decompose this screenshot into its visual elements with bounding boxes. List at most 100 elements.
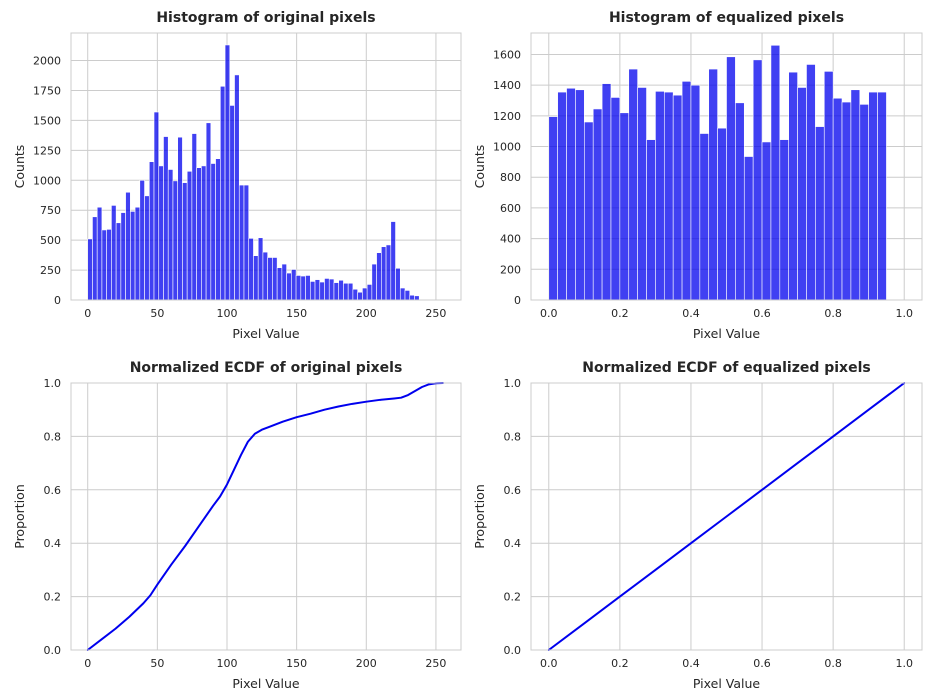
- histogram-bar: [362, 287, 368, 301]
- histogram-bar: [672, 94, 683, 301]
- panel-title: Histogram of original pixels: [156, 10, 375, 26]
- ecdf-line: [86, 382, 444, 651]
- histogram-bar: [338, 279, 344, 301]
- histogram-bar: [343, 282, 349, 301]
- histogram-bar: [399, 287, 406, 301]
- histogram-bar: [205, 122, 212, 301]
- histogram-bar: [300, 275, 306, 301]
- histogram-bar: [788, 71, 798, 301]
- histogram-bar: [215, 158, 221, 301]
- y-tick-label: 1250: [33, 144, 61, 157]
- x-tick-label: 150: [286, 657, 307, 670]
- histogram-bar: [655, 91, 665, 301]
- histogram-bar: [96, 206, 103, 301]
- histogram-bar: [286, 272, 292, 301]
- y-tick-label: 1600: [493, 48, 521, 61]
- histogram-bar: [291, 269, 297, 301]
- x-tick-label: 0: [84, 307, 91, 320]
- histogram-bar: [186, 170, 193, 301]
- histogram-bar: [575, 89, 585, 301]
- histogram-bar: [823, 71, 834, 301]
- histogram-bar: [637, 87, 647, 301]
- histogram-bar: [210, 163, 216, 301]
- x-tick-label: 250: [425, 657, 446, 670]
- histogram-bar: [272, 257, 278, 301]
- panel-title: Normalized ECDF of equalized pixels: [582, 360, 870, 376]
- y-tick-label: 1500: [33, 114, 61, 127]
- x-axis-label: Pixel Value: [693, 676, 761, 691]
- y-tick-label: 1750: [33, 84, 61, 97]
- histogram-bar: [262, 251, 268, 301]
- panel-title: Histogram of equalized pixels: [609, 10, 844, 26]
- y-tick-label: 1000: [493, 141, 521, 154]
- histogram-bar: [163, 136, 169, 301]
- histogram-bar: [726, 56, 736, 301]
- histogram-bar: [717, 127, 727, 301]
- histogram-bar: [770, 44, 781, 301]
- histogram-bar: [735, 102, 745, 301]
- histogram-bar: [381, 246, 387, 301]
- y-axis-label: Proportion: [12, 484, 27, 549]
- histogram-bar: [366, 284, 373, 301]
- x-tick-label: 50: [150, 657, 164, 670]
- y-tick-label: 0: [514, 294, 521, 307]
- histogram-bar: [409, 294, 415, 301]
- x-tick-label: 0.8: [824, 657, 842, 670]
- x-axis-label: Pixel Value: [232, 326, 300, 341]
- histogram-bar: [267, 257, 273, 301]
- x-tick-label: 0.6: [753, 307, 771, 320]
- y-tick-label: 200: [500, 263, 521, 276]
- gridlines: [71, 33, 461, 301]
- y-tick-label: 1000: [33, 174, 61, 187]
- y-tick-label: 0.6: [504, 484, 522, 497]
- y-tick-label: 1400: [493, 79, 521, 92]
- histogram-bar: [148, 161, 155, 301]
- histogram-bar: [111, 205, 117, 301]
- histogram-bar: [248, 238, 254, 301]
- histogram-bar: [859, 104, 869, 301]
- panel-ecdf-original: Normalized ECDF of original pixels Pixel…: [12, 360, 462, 691]
- histogram-bar: [182, 182, 188, 301]
- histogram-bar: [319, 281, 325, 301]
- y-tick-label: 600: [500, 202, 521, 215]
- histogram-bar: [115, 222, 122, 301]
- histogram-bar: [376, 252, 382, 301]
- y-tick-label: 0.2: [504, 591, 522, 604]
- histogram-bar: [371, 263, 377, 301]
- histogram-bar: [191, 133, 197, 301]
- y-tick-label: 0: [54, 294, 61, 307]
- y-axis-label: Counts: [472, 145, 487, 189]
- x-axis-label: Pixel Value: [232, 676, 300, 691]
- plot-frame: [70, 382, 462, 651]
- histogram-bar: [566, 87, 576, 301]
- x-tick-label: 50: [150, 307, 164, 320]
- plot-frame: [530, 32, 923, 301]
- bars: [548, 44, 887, 301]
- histogram-bar: [276, 267, 283, 301]
- histogram-bar: [385, 244, 392, 301]
- histogram-bar: [690, 84, 701, 301]
- y-tick-label: 750: [40, 204, 61, 217]
- y-tick-label: 500: [40, 234, 61, 247]
- histogram-bar: [347, 282, 354, 301]
- histogram-bar: [220, 85, 226, 301]
- y-tick-label: 250: [40, 264, 61, 277]
- y-tick-label: 400: [500, 233, 521, 246]
- histogram-bar: [139, 179, 145, 301]
- histogram-bar: [243, 184, 250, 301]
- bars: [87, 44, 420, 301]
- histogram-bar: [196, 167, 202, 301]
- histogram-bar: [681, 81, 692, 301]
- histogram-bar: [125, 191, 131, 301]
- x-tick-label: 0.0: [540, 657, 558, 670]
- x-tick-label: 250: [425, 307, 446, 320]
- histogram-bar: [395, 267, 401, 301]
- y-tick-label: 0.6: [44, 484, 62, 497]
- histogram-bar: [628, 68, 638, 301]
- y-tick-label: 0.4: [504, 537, 522, 550]
- histogram-bar: [172, 180, 178, 301]
- y-tick-label: 0.0: [44, 644, 62, 657]
- y-tick-label: 1.0: [504, 377, 522, 390]
- histogram-bar: [224, 44, 231, 301]
